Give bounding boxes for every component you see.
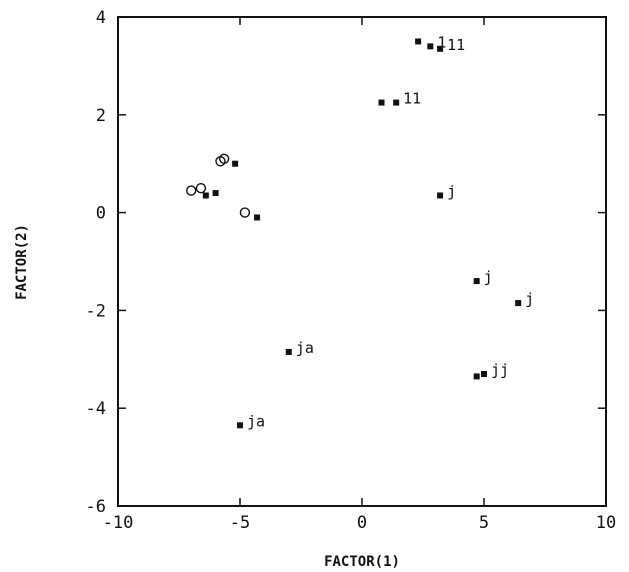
- point-label: ja: [296, 339, 314, 357]
- square-marker: [437, 45, 444, 52]
- square-marker: [202, 192, 209, 199]
- square-marker: [481, 370, 487, 377]
- square-marker: [232, 160, 239, 167]
- y-tick-label: -4: [86, 399, 106, 419]
- y-tick-labels: -6 -4 -2 0 2 4: [86, 8, 106, 517]
- point-label: ja: [247, 412, 265, 430]
- square-marker: [285, 348, 292, 355]
- square-marker: [237, 422, 243, 429]
- circle-marker: [195, 182, 207, 194]
- x-tick-label: 10: [596, 513, 616, 533]
- point-label: j: [484, 268, 493, 286]
- square-marker: [515, 300, 522, 307]
- plot-frame: [117, 16, 607, 507]
- point-label: j: [447, 182, 456, 200]
- point-label: jj: [491, 361, 509, 379]
- square-marker: [393, 99, 400, 106]
- x-tick-label: 5: [479, 513, 489, 533]
- x-tick-labels: -10 -5 0 5 10: [103, 513, 617, 533]
- circle-marker: [239, 207, 251, 218]
- square-marker: [415, 38, 422, 45]
- square-marker: [473, 373, 480, 380]
- y-tick-label: 2: [96, 106, 106, 126]
- square-marker: [378, 99, 385, 106]
- data-points: [185, 38, 522, 429]
- y-tick-label: 0: [96, 204, 106, 224]
- circle-marker: [185, 185, 197, 196]
- square-marker: [473, 278, 480, 285]
- x-tick-label: -10: [103, 513, 134, 533]
- y-tick-label: -6: [86, 497, 106, 517]
- y-tick-label: -2: [86, 301, 106, 321]
- x-axis-title: FACTOR(1): [324, 554, 400, 570]
- point-label: j: [525, 290, 534, 308]
- axis-ticks: [117, 16, 607, 507]
- square-marker: [254, 214, 261, 221]
- x-tick-label: 0: [357, 513, 367, 533]
- y-tick-label: 4: [96, 8, 106, 28]
- circle-marker: [218, 153, 230, 165]
- point-label: 11: [447, 36, 465, 54]
- y-axis-title: FACTOR(2): [14, 224, 30, 300]
- point-label: 11: [403, 90, 421, 108]
- square-marker: [427, 43, 434, 50]
- square-marker: [437, 192, 444, 199]
- point-label: 1: [437, 33, 446, 51]
- square-marker: [212, 190, 219, 197]
- x-tick-label: -5: [230, 513, 250, 533]
